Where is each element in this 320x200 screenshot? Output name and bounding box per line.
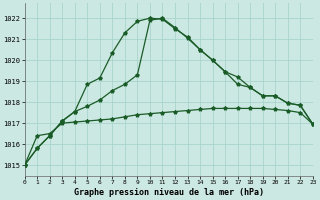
X-axis label: Graphe pression niveau de la mer (hPa): Graphe pression niveau de la mer (hPa) — [74, 188, 264, 197]
